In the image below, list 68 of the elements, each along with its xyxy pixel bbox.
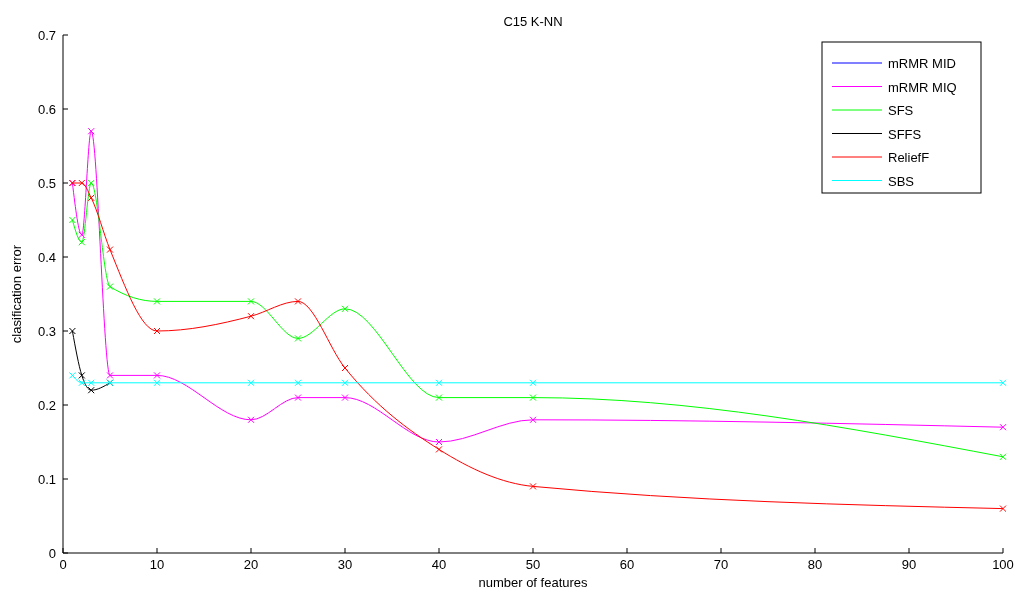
legend-label: ReliefF: [888, 150, 930, 165]
legend-label: SFS: [888, 103, 914, 118]
y-tick-label: 0.5: [37, 176, 56, 191]
x-tick-label: 80: [807, 557, 823, 572]
point: [294, 334, 302, 342]
point: [529, 482, 537, 490]
point: [341, 379, 349, 387]
point: [999, 379, 1007, 387]
point: [87, 127, 95, 135]
point: [106, 246, 114, 254]
point: [153, 297, 161, 305]
legend-label: SFFS: [888, 126, 922, 142]
y-axis-title: clasification error: [9, 244, 24, 344]
point: [78, 238, 86, 246]
point: [68, 371, 76, 379]
chart-title: C15 K-NN: [503, 14, 563, 29]
x-tick-label: 40: [431, 557, 447, 572]
point: [153, 379, 161, 387]
point: [294, 379, 302, 387]
point: [78, 179, 86, 187]
x-tick-label: 50: [525, 557, 541, 572]
point: [294, 297, 302, 305]
point: [529, 379, 537, 387]
point: [87, 386, 95, 394]
y-tick-label: 0.3: [37, 324, 56, 339]
point: [106, 283, 114, 291]
point: [247, 379, 255, 387]
point: [341, 305, 349, 313]
x-tick-label: 20: [243, 557, 259, 572]
point: [87, 179, 95, 187]
point: [247, 312, 255, 320]
point: [435, 394, 443, 402]
x-tick-label: 100: [992, 557, 1014, 572]
point: [153, 371, 161, 379]
x-tick-label: 10: [149, 557, 165, 572]
point: [106, 371, 114, 379]
point: [529, 394, 537, 402]
point: [435, 379, 443, 387]
y-tick-label: 0.6: [37, 102, 56, 117]
point: [999, 423, 1007, 431]
point: [999, 453, 1007, 461]
point: [87, 194, 95, 202]
point: [999, 505, 1007, 513]
point: [87, 379, 95, 387]
x-tick-label: 60: [619, 557, 635, 572]
y-tick-label: 0.2: [37, 398, 56, 413]
point: [294, 394, 302, 402]
point: [247, 297, 255, 305]
x-tick-label: 30: [337, 557, 353, 572]
legend-label: SBS: [888, 173, 915, 189]
point: [68, 327, 76, 335]
point: [435, 445, 443, 453]
x-tick-label: 90: [901, 557, 917, 572]
y-tick-label: 0: [48, 546, 56, 561]
legend-label: mRMR MIQ: [888, 79, 957, 95]
point: [78, 371, 86, 379]
legend-label: mRMR MID: [888, 56, 956, 71]
y-tick-label: 0.4: [37, 250, 56, 265]
y-tick-label: 0.1: [37, 472, 56, 487]
point: [529, 416, 537, 424]
x-axis-title: number of features: [478, 575, 589, 590]
x-tick-label: 70: [713, 557, 729, 572]
x-tick-label: 0: [59, 557, 67, 572]
point: [341, 394, 349, 402]
y-tick-label: 0.7: [37, 28, 56, 43]
point: [78, 379, 86, 387]
point: [247, 416, 255, 424]
point: [68, 216, 76, 224]
